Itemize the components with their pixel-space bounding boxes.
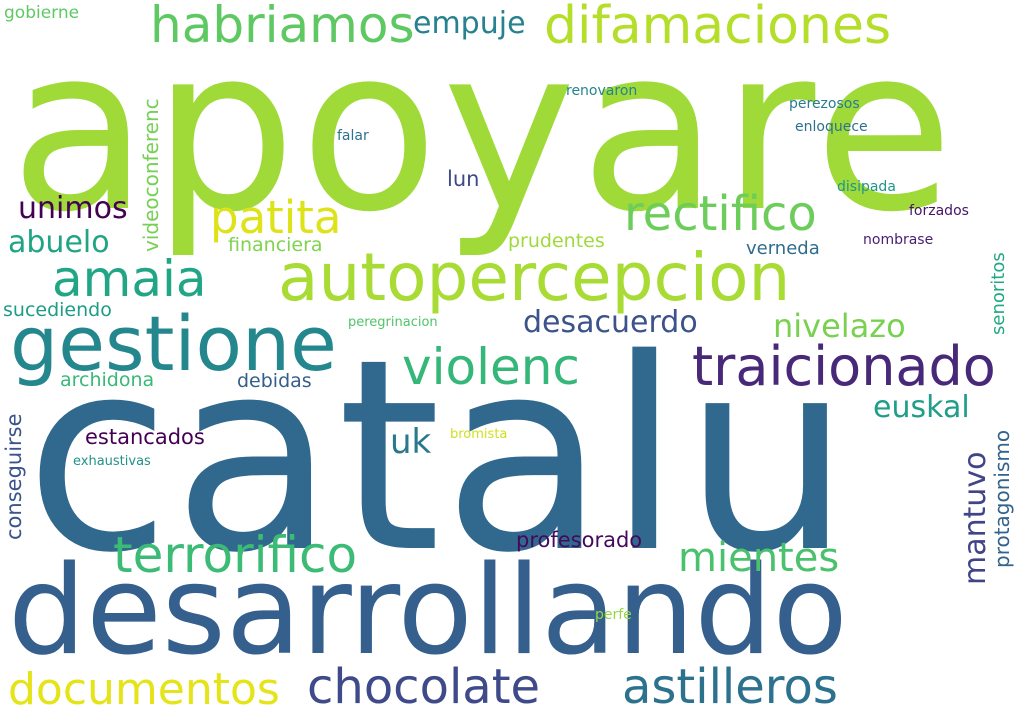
word-renovaron: renovaron [566, 83, 638, 99]
word-difamaciones: difamaciones [544, 0, 892, 56]
word-exhaustivas: exhaustivas [73, 454, 151, 469]
word-nombrase: nombrase [863, 232, 934, 248]
word-abuelo: abuelo [8, 225, 110, 260]
word-desarrollando: desarrollando [8, 540, 848, 683]
word-patita: patita [210, 191, 342, 244]
word-videoconferenc: videoconferenc [139, 98, 163, 252]
word-gestione: gestione [10, 299, 337, 388]
word-apoyare: apoyare [10, 0, 958, 262]
word-rectifico: rectifico [624, 186, 817, 242]
word-chocolate: chocolate [307, 659, 541, 715]
word-prudentes: prudentes [508, 230, 605, 252]
word-archidona: archidona [60, 369, 155, 391]
word-gobierne: gobierne [4, 3, 80, 23]
word-unimos: unimos [18, 191, 128, 226]
word-verneda: verneda [746, 238, 820, 259]
word-perezosos: perezosos [789, 96, 860, 112]
word-sucediendo: sucediendo [3, 299, 112, 321]
word-documentos: documentos [8, 664, 280, 715]
word-astilleros: astilleros [622, 659, 838, 715]
word-euskal: euskal [873, 390, 970, 425]
word-mantuvo: mantuvo [958, 451, 993, 585]
word-mientes: mientes [678, 535, 840, 581]
word-nivelazo: nivelazo [773, 307, 906, 345]
word-perfe: perfe [595, 607, 632, 623]
word-habriamos: habriamos [150, 0, 415, 54]
word-autopercepcion: autopercepcion [278, 239, 791, 316]
word-protagonismo: protagonismo [990, 429, 1014, 568]
word-amaia: amaia [52, 250, 207, 308]
word-catalu: catalu [25, 303, 853, 611]
word-uk: uk [390, 422, 432, 462]
word-peregrinacion: peregrinacion [348, 315, 438, 330]
word-falar: falar [337, 128, 369, 144]
word-senoritos: senoritos [988, 252, 1009, 335]
word-traicionado: traicionado [692, 335, 996, 398]
word-estancados: estancados [85, 425, 205, 449]
word-disipada: disipada [837, 179, 896, 195]
word-bromista: bromista [450, 427, 508, 442]
word-empuje: empuje [413, 6, 526, 41]
word-debidas: debidas [237, 370, 312, 392]
word-profesorado: profesorado [516, 528, 643, 552]
word-conseguirse: conseguirse [2, 413, 26, 540]
word-terrorifico: terrorifico [113, 526, 358, 584]
word-desacuerdo: desacuerdo [523, 305, 698, 340]
word-forzados: forzados [909, 203, 969, 219]
word-financiera: financiera [228, 234, 323, 256]
word-enloquece: enloquece [795, 119, 868, 135]
word-violenc: violenc [402, 338, 580, 396]
word-lun: lun [447, 167, 480, 191]
